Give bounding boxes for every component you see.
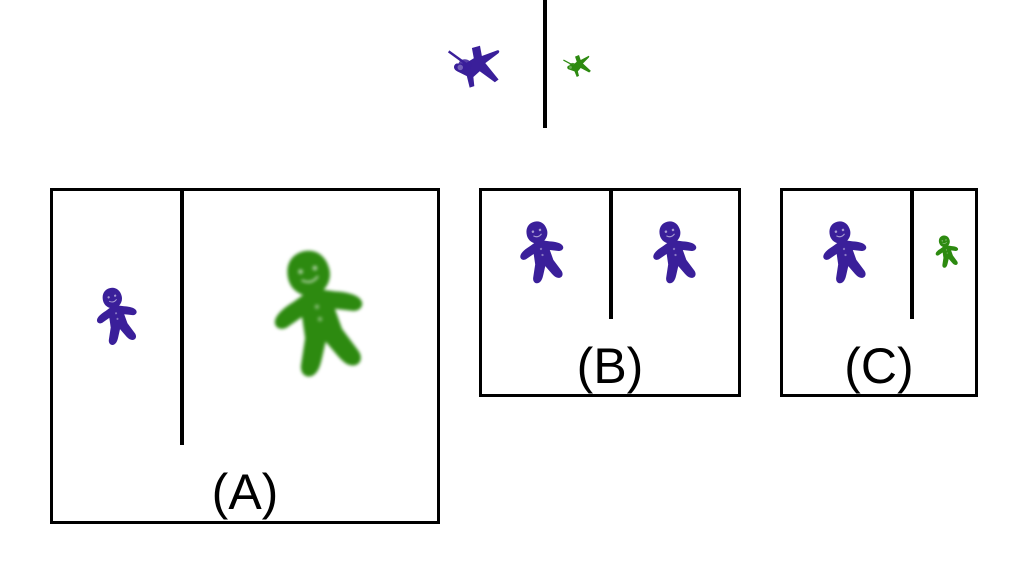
option-a-panel[interactable]: (A)	[50, 188, 440, 524]
purple-gingerbread-icon	[516, 215, 568, 291]
option-b-divider	[609, 191, 613, 319]
purple-gingerbread-icon	[819, 215, 871, 291]
reference-divider	[543, 0, 547, 128]
purple-airplane-icon	[444, 40, 510, 94]
purple-gingerbread-icon	[93, 279, 141, 355]
green-gingerbread-icon	[933, 233, 961, 271]
purple-gingerbread-icon	[649, 215, 701, 291]
option-c-divider	[910, 191, 914, 319]
green-gingerbread-icon	[263, 241, 375, 389]
option-a-label: (A)	[211, 464, 279, 520]
option-b-panel[interactable]: (B)	[479, 188, 741, 397]
green-airplane-icon	[562, 52, 596, 80]
option-b-label: (B)	[576, 338, 644, 394]
option-c-label: (C)	[844, 338, 914, 394]
option-a-divider	[180, 191, 184, 445]
option-c-panel[interactable]: (C)	[780, 188, 978, 397]
